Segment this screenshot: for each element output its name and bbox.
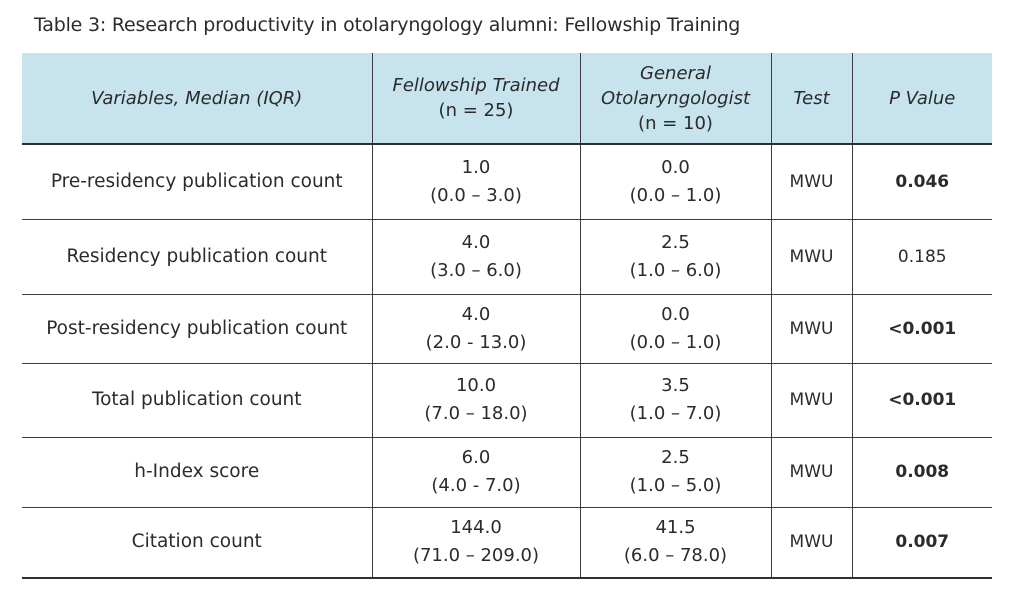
table-row: Total publication count 10.0 (7.0 – 18.0…	[22, 363, 992, 438]
table-row: Residency publication count 4.0 (3.0 – 6…	[22, 219, 992, 295]
general-iqr: (0.0 – 1.0)	[629, 331, 722, 353]
header-variables: Variables, Median (IQR)	[22, 53, 373, 145]
test-cell: MWU	[770, 507, 853, 579]
header-p-value: P Value	[851, 53, 992, 145]
p-value-cell: 0.046	[851, 144, 992, 220]
header-general-n: (n = 10)	[638, 112, 713, 134]
general-iqr: (1.0 – 5.0)	[629, 475, 722, 496]
fellowship-iqr: (3.0 – 6.0)	[430, 259, 522, 281]
fellowship-value: 144.0 (71.0 – 209.0)	[371, 507, 581, 579]
header-test: Test	[770, 53, 853, 145]
header-general-otolaryngologist: General Otolaryngologist (n = 10)	[579, 53, 772, 145]
header-general-title-line1: General	[640, 62, 711, 84]
fellowship-iqr: (4.0 - 7.0)	[431, 475, 521, 496]
fellowship-value: 4.0 (2.0 - 13.0)	[371, 294, 581, 364]
table-row: Pre-residency publication count 1.0 (0.0…	[22, 144, 992, 220]
general-iqr: (1.0 – 6.0)	[629, 259, 722, 281]
fellowship-iqr: (0.0 – 3.0)	[430, 184, 522, 206]
header-fellowship-title: Fellowship Trained	[392, 75, 560, 96]
p-value-cell: <0.001	[851, 363, 992, 438]
fellowship-median: 4.0	[461, 231, 491, 253]
general-value: 0.0 (0.0 – 1.0)	[579, 144, 772, 220]
results-table: Variables, Median (IQR) Fellowship Train…	[22, 53, 992, 579]
header-row: Variables, Median (IQR) Fellowship Train…	[22, 53, 992, 145]
row-variable: Post-residency publication count	[22, 294, 373, 364]
general-median: 0.0	[661, 303, 690, 325]
table-header: Variables, Median (IQR) Fellowship Train…	[22, 53, 992, 145]
general-iqr: (6.0 – 78.0)	[623, 545, 728, 567]
row-variable: Pre-residency publication count	[22, 144, 373, 220]
p-value-cell: 0.185	[851, 219, 992, 295]
fellowship-value: 4.0 (3.0 – 6.0)	[371, 219, 581, 295]
general-value: 2.5 (1.0 – 5.0)	[579, 437, 772, 508]
general-median: 2.5	[661, 447, 690, 468]
p-value-cell: 0.007	[851, 507, 992, 579]
fellowship-value: 1.0 (0.0 – 3.0)	[371, 144, 581, 220]
general-iqr: (1.0 – 7.0)	[629, 403, 722, 424]
header-fellowship-n: (n = 25)	[438, 100, 514, 121]
test-cell: MWU	[770, 363, 853, 438]
test-cell: MWU	[770, 437, 853, 508]
fellowship-median: 4.0	[461, 303, 491, 325]
test-cell: MWU	[770, 144, 853, 220]
general-median: 0.0	[661, 156, 690, 178]
general-iqr: (0.0 – 1.0)	[629, 184, 722, 206]
row-variable: h-Index score	[22, 437, 373, 508]
header-general-title-line2: Otolaryngologist	[600, 87, 751, 109]
general-value: 0.0 (0.0 – 1.0)	[579, 294, 772, 364]
general-value: 3.5 (1.0 – 7.0)	[579, 363, 772, 438]
row-variable: Total publication count	[22, 363, 373, 438]
fellowship-median: 144.0	[450, 517, 502, 539]
general-median: 3.5	[661, 375, 690, 396]
general-median: 41.5	[655, 517, 696, 539]
fellowship-median: 10.0	[455, 375, 497, 396]
fellowship-iqr: (7.0 – 18.0)	[424, 403, 528, 424]
fellowship-value: 6.0 (4.0 - 7.0)	[371, 437, 581, 508]
row-variable: Citation count	[22, 507, 373, 579]
fellowship-iqr: (2.0 - 13.0)	[425, 331, 527, 353]
table-caption: Table 3: Research productivity in otolar…	[34, 14, 741, 36]
fellowship-iqr: (71.0 – 209.0)	[412, 545, 540, 567]
fellowship-median: 6.0	[461, 447, 491, 468]
table-row: h-Index score 6.0 (4.0 - 7.0) 2.5 (1.0 –…	[22, 437, 992, 508]
p-value-cell: <0.001	[851, 294, 992, 364]
table-body: Pre-residency publication count 1.0 (0.0…	[22, 144, 992, 579]
general-value: 2.5 (1.0 – 6.0)	[579, 219, 772, 295]
general-value: 41.5 (6.0 – 78.0)	[579, 507, 772, 579]
general-median: 2.5	[661, 231, 690, 253]
table-row: Post-residency publication count 4.0 (2.…	[22, 294, 992, 364]
header-fellowship-trained: Fellowship Trained (n = 25)	[371, 53, 581, 145]
test-cell: MWU	[770, 294, 853, 364]
table-row: Citation count 144.0 (71.0 – 209.0) 41.5…	[22, 507, 992, 579]
fellowship-value: 10.0 (7.0 – 18.0)	[371, 363, 581, 438]
row-variable: Residency publication count	[22, 219, 373, 295]
test-cell: MWU	[770, 219, 853, 295]
p-value-cell: 0.008	[851, 437, 992, 508]
fellowship-median: 1.0	[461, 156, 491, 178]
